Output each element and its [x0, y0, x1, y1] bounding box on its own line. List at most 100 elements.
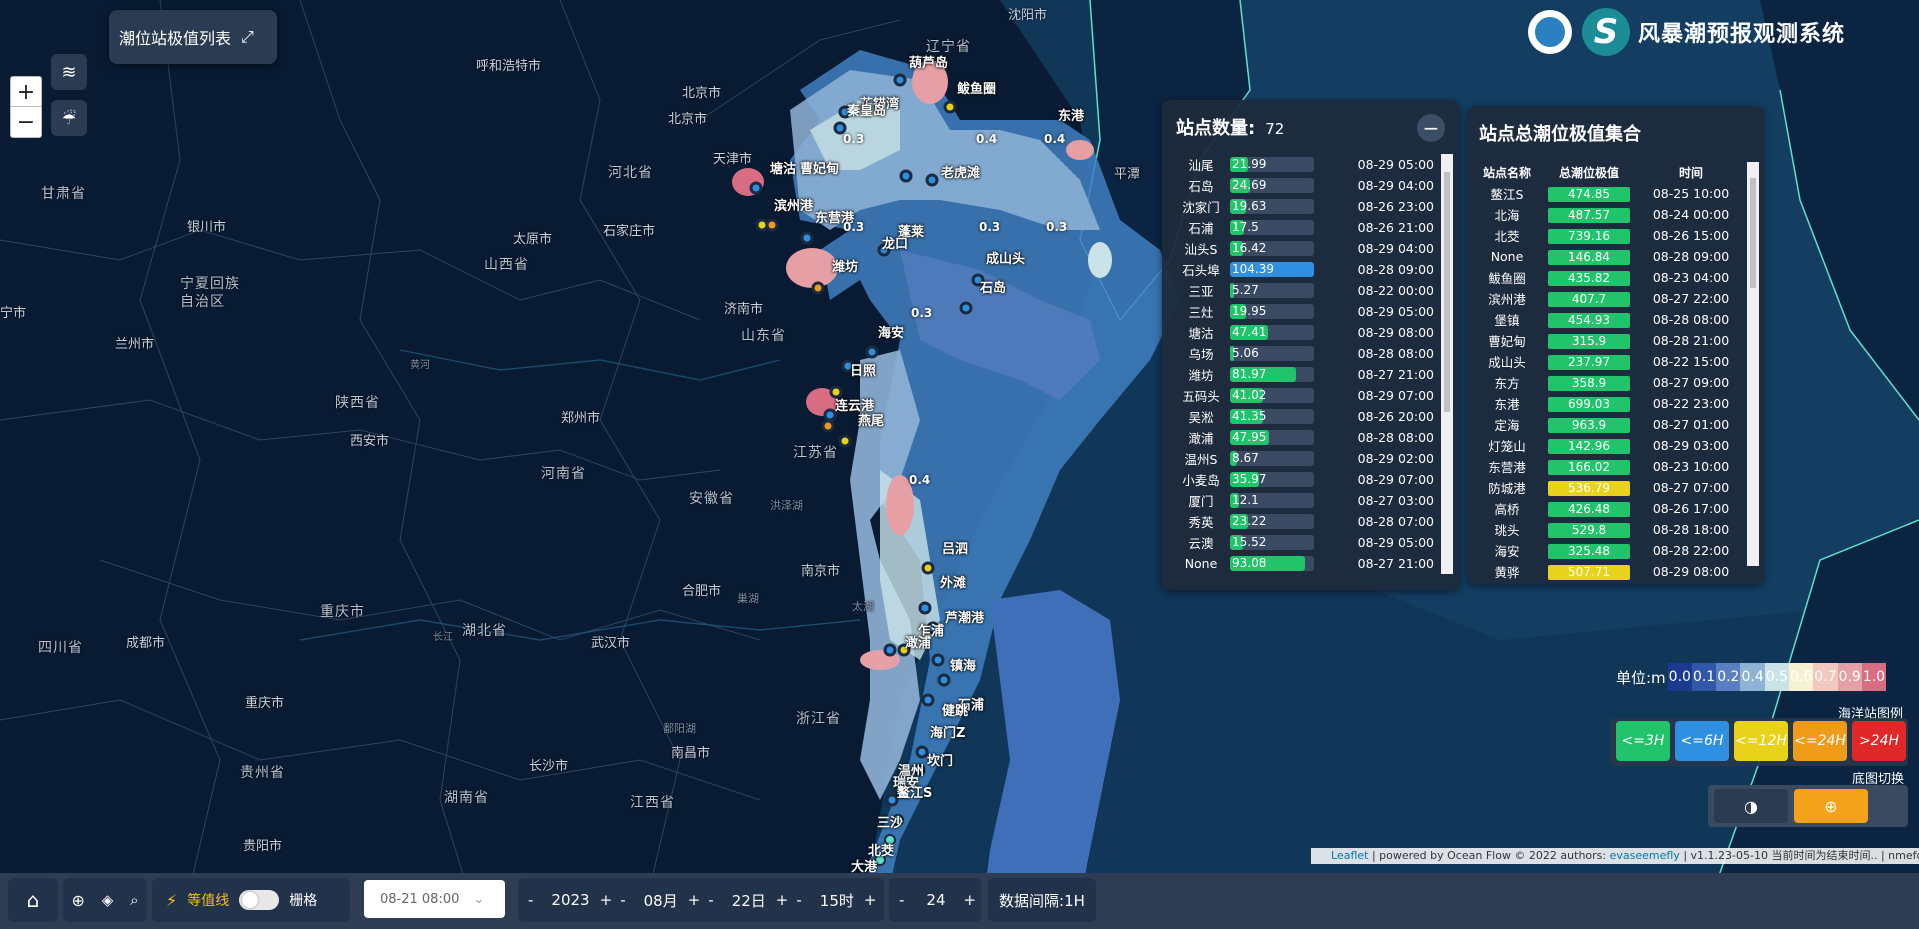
- legend-item[interactable]: <=24H: [1793, 721, 1847, 761]
- station-row[interactable]: 三灶 19.95 08-29 05:00: [1172, 301, 1434, 322]
- typhoon-button[interactable]: ☔: [51, 100, 87, 136]
- station-row[interactable]: 云澳 15.52 08-29 05:00: [1172, 532, 1434, 553]
- layers-button[interactable]: ≋: [51, 54, 87, 90]
- layer-toggle[interactable]: [239, 890, 280, 910]
- extreme-row[interactable]: 滨州港 407.7 08-27 22:00: [1475, 288, 1743, 309]
- extreme-row[interactable]: 黄骅 507.71 08-29 08:00: [1475, 561, 1743, 582]
- extreme-row[interactable]: None 146.84 08-28 09:00: [1475, 246, 1743, 267]
- year-minus[interactable]: -: [528, 891, 534, 909]
- station-label[interactable]: 龙口: [882, 237, 909, 252]
- extreme-row[interactable]: 堡镇 454.93 08-28 08:00: [1475, 309, 1743, 330]
- hour-plus[interactable]: +: [863, 891, 877, 909]
- search-icon[interactable]: ⌕: [130, 891, 139, 909]
- extreme-row[interactable]: 鲅鱼圈 435.82 08-23 04:00: [1475, 267, 1743, 288]
- station-label[interactable]: 东营港: [815, 211, 855, 226]
- datetime-picker[interactable]: 08-21 08:00 ⌄: [364, 880, 505, 918]
- station-row[interactable]: 汕头S 16.42 08-29 04:00: [1172, 238, 1434, 259]
- month-minus[interactable]: -: [620, 891, 626, 909]
- collapse-button[interactable]: −: [1417, 114, 1445, 142]
- station-label[interactable]: 瑞安: [893, 776, 920, 791]
- extreme-row[interactable]: 北茭 739.16 08-26 15:00: [1475, 225, 1743, 246]
- zoom-out-button[interactable]: −: [10, 106, 42, 138]
- basemap-satellite-button[interactable]: ⊕: [1794, 789, 1868, 823]
- station-row[interactable]: 温州S 8.67 08-29 02:00: [1172, 448, 1434, 469]
- station-label[interactable]: 葫芦岛: [909, 56, 949, 71]
- extreme-row[interactable]: 灯笼山 142.96 08-29 03:00: [1475, 435, 1743, 456]
- hour-minus[interactable]: -: [796, 891, 802, 909]
- month-plus[interactable]: +: [687, 891, 701, 909]
- day-minus[interactable]: -: [708, 891, 714, 909]
- station-label[interactable]: 海门Z: [930, 726, 966, 741]
- legend-item[interactable]: <=3H: [1616, 721, 1670, 761]
- station-row[interactable]: 吴淞 41.35 08-26 20:00: [1172, 406, 1434, 427]
- station-label[interactable]: 蓬莱: [898, 225, 925, 240]
- station-row[interactable]: 石头埠 104.39 08-28 09:00: [1172, 259, 1434, 280]
- station-label[interactable]: 成山头: [986, 252, 1026, 267]
- station-label[interactable]: 三沙: [877, 816, 904, 831]
- home-icon[interactable]: ⌂: [26, 888, 40, 912]
- station-label[interactable]: 连云港: [835, 399, 875, 414]
- station-label[interactable]: 大港: [851, 860, 878, 875]
- extreme-scrollbar[interactable]: [1747, 162, 1759, 566]
- extreme-row[interactable]: 鳌江S 474.85 08-25 10:00: [1475, 183, 1743, 204]
- station-label[interactable]: 芷锚湾: [860, 97, 900, 112]
- station-label[interactable]: 潍坊: [832, 260, 859, 275]
- extreme-row[interactable]: 曹妃甸 315.9 08-28 21:00: [1475, 330, 1743, 351]
- station-row[interactable]: 石岛 24.69 08-29 04:00: [1172, 175, 1434, 196]
- eraser-icon[interactable]: ◈: [101, 891, 114, 909]
- station-label[interactable]: 燕尾: [858, 414, 885, 429]
- station-row[interactable]: 塘沽 47.41 08-29 08:00: [1172, 322, 1434, 343]
- station-row[interactable]: 沈家门 19.63 08-26 23:00: [1172, 196, 1434, 217]
- station-row[interactable]: 厦门 12.1 08-27 03:00: [1172, 490, 1434, 511]
- station-label[interactable]: 健跳: [942, 704, 969, 719]
- extreme-row[interactable]: 东港 699.03 08-22 23:00: [1475, 393, 1743, 414]
- day-plus[interactable]: +: [775, 891, 789, 909]
- leaflet-link[interactable]: Leaflet: [1331, 849, 1369, 862]
- extreme-row[interactable]: 定海 963.9 08-27 01:00: [1475, 414, 1743, 435]
- station-row[interactable]: 三亚 5.27 08-22 00:00: [1172, 280, 1434, 301]
- station-label[interactable]: 镇海: [950, 659, 977, 674]
- station-row[interactable]: 石浦 17.5 08-26 21:00: [1172, 217, 1434, 238]
- extreme-list-toggle[interactable]: 潮位站极值列表 ⤢: [109, 10, 277, 64]
- station-label[interactable]: 坎门: [927, 754, 954, 769]
- station-label[interactable]: 秦皇岛: [847, 104, 887, 119]
- station-label[interactable]: 曹妃甸: [800, 162, 840, 177]
- station-row[interactable]: 秀英 23.22 08-28 07:00: [1172, 511, 1434, 532]
- extreme-row[interactable]: 成山头 237.97 08-22 15:00: [1475, 351, 1743, 372]
- station-label[interactable]: 澉浦: [905, 636, 932, 651]
- station-row[interactable]: 澉浦 47.95 08-28 08:00: [1172, 427, 1434, 448]
- station-row[interactable]: 五码头 41.02 08-29 07:00: [1172, 385, 1434, 406]
- extreme-row[interactable]: 海安 325.48 08-28 22:00: [1475, 540, 1743, 561]
- station-row[interactable]: 小麦岛 35.97 08-29 07:00: [1172, 469, 1434, 490]
- station-row[interactable]: None 93.08 08-27 21:00: [1172, 553, 1434, 574]
- locate-icon[interactable]: ⊕: [71, 890, 85, 910]
- station-label[interactable]: 石岛: [980, 281, 1007, 296]
- station-label[interactable]: 石浦: [958, 698, 985, 713]
- legend-item[interactable]: <=6H: [1675, 721, 1729, 761]
- station-label[interactable]: 日照: [850, 364, 877, 379]
- station-label[interactable]: 吕泗: [942, 542, 969, 557]
- count-minus[interactable]: -: [899, 891, 905, 909]
- station-label[interactable]: 平潭: [1114, 167, 1141, 182]
- basemap-dark-button[interactable]: ◑: [1714, 789, 1788, 823]
- extreme-row[interactable]: 东方 358.9 08-27 09:00: [1475, 372, 1743, 393]
- count-plus[interactable]: +: [963, 891, 977, 909]
- station-label[interactable]: 塘沽: [770, 162, 797, 177]
- extreme-row[interactable]: 东营港 166.02 08-23 10:00: [1475, 456, 1743, 477]
- station-row[interactable]: 潍坊 81.97 08-27 21:00: [1172, 364, 1434, 385]
- station-row[interactable]: 汕尾 21.99 08-29 05:00: [1172, 154, 1434, 175]
- extreme-row[interactable]: 高桥 426.48 08-26 17:00: [1475, 498, 1743, 519]
- station-label[interactable]: 乍浦: [918, 624, 945, 639]
- station-label[interactable]: 东港: [1058, 109, 1085, 124]
- extreme-row[interactable]: 防城港 536.79 08-27 07:00: [1475, 477, 1743, 498]
- station-row[interactable]: 乌场 5.06 08-28 08:00: [1172, 343, 1434, 364]
- station-label[interactable]: 鳌江S: [897, 786, 933, 801]
- legend-item[interactable]: >24H: [1852, 721, 1906, 761]
- extreme-row[interactable]: 北海 487.57 08-24 00:00: [1475, 204, 1743, 225]
- author-link[interactable]: evaseemefly: [1609, 849, 1680, 862]
- station-label[interactable]: 滨州港: [774, 199, 814, 214]
- station-label[interactable]: 北茭: [868, 844, 895, 859]
- station-label[interactable]: 外滩: [940, 576, 967, 591]
- extreme-row[interactable]: 珧头 529.8 08-28 18:00: [1475, 519, 1743, 540]
- legend-item[interactable]: <=12H: [1734, 721, 1788, 761]
